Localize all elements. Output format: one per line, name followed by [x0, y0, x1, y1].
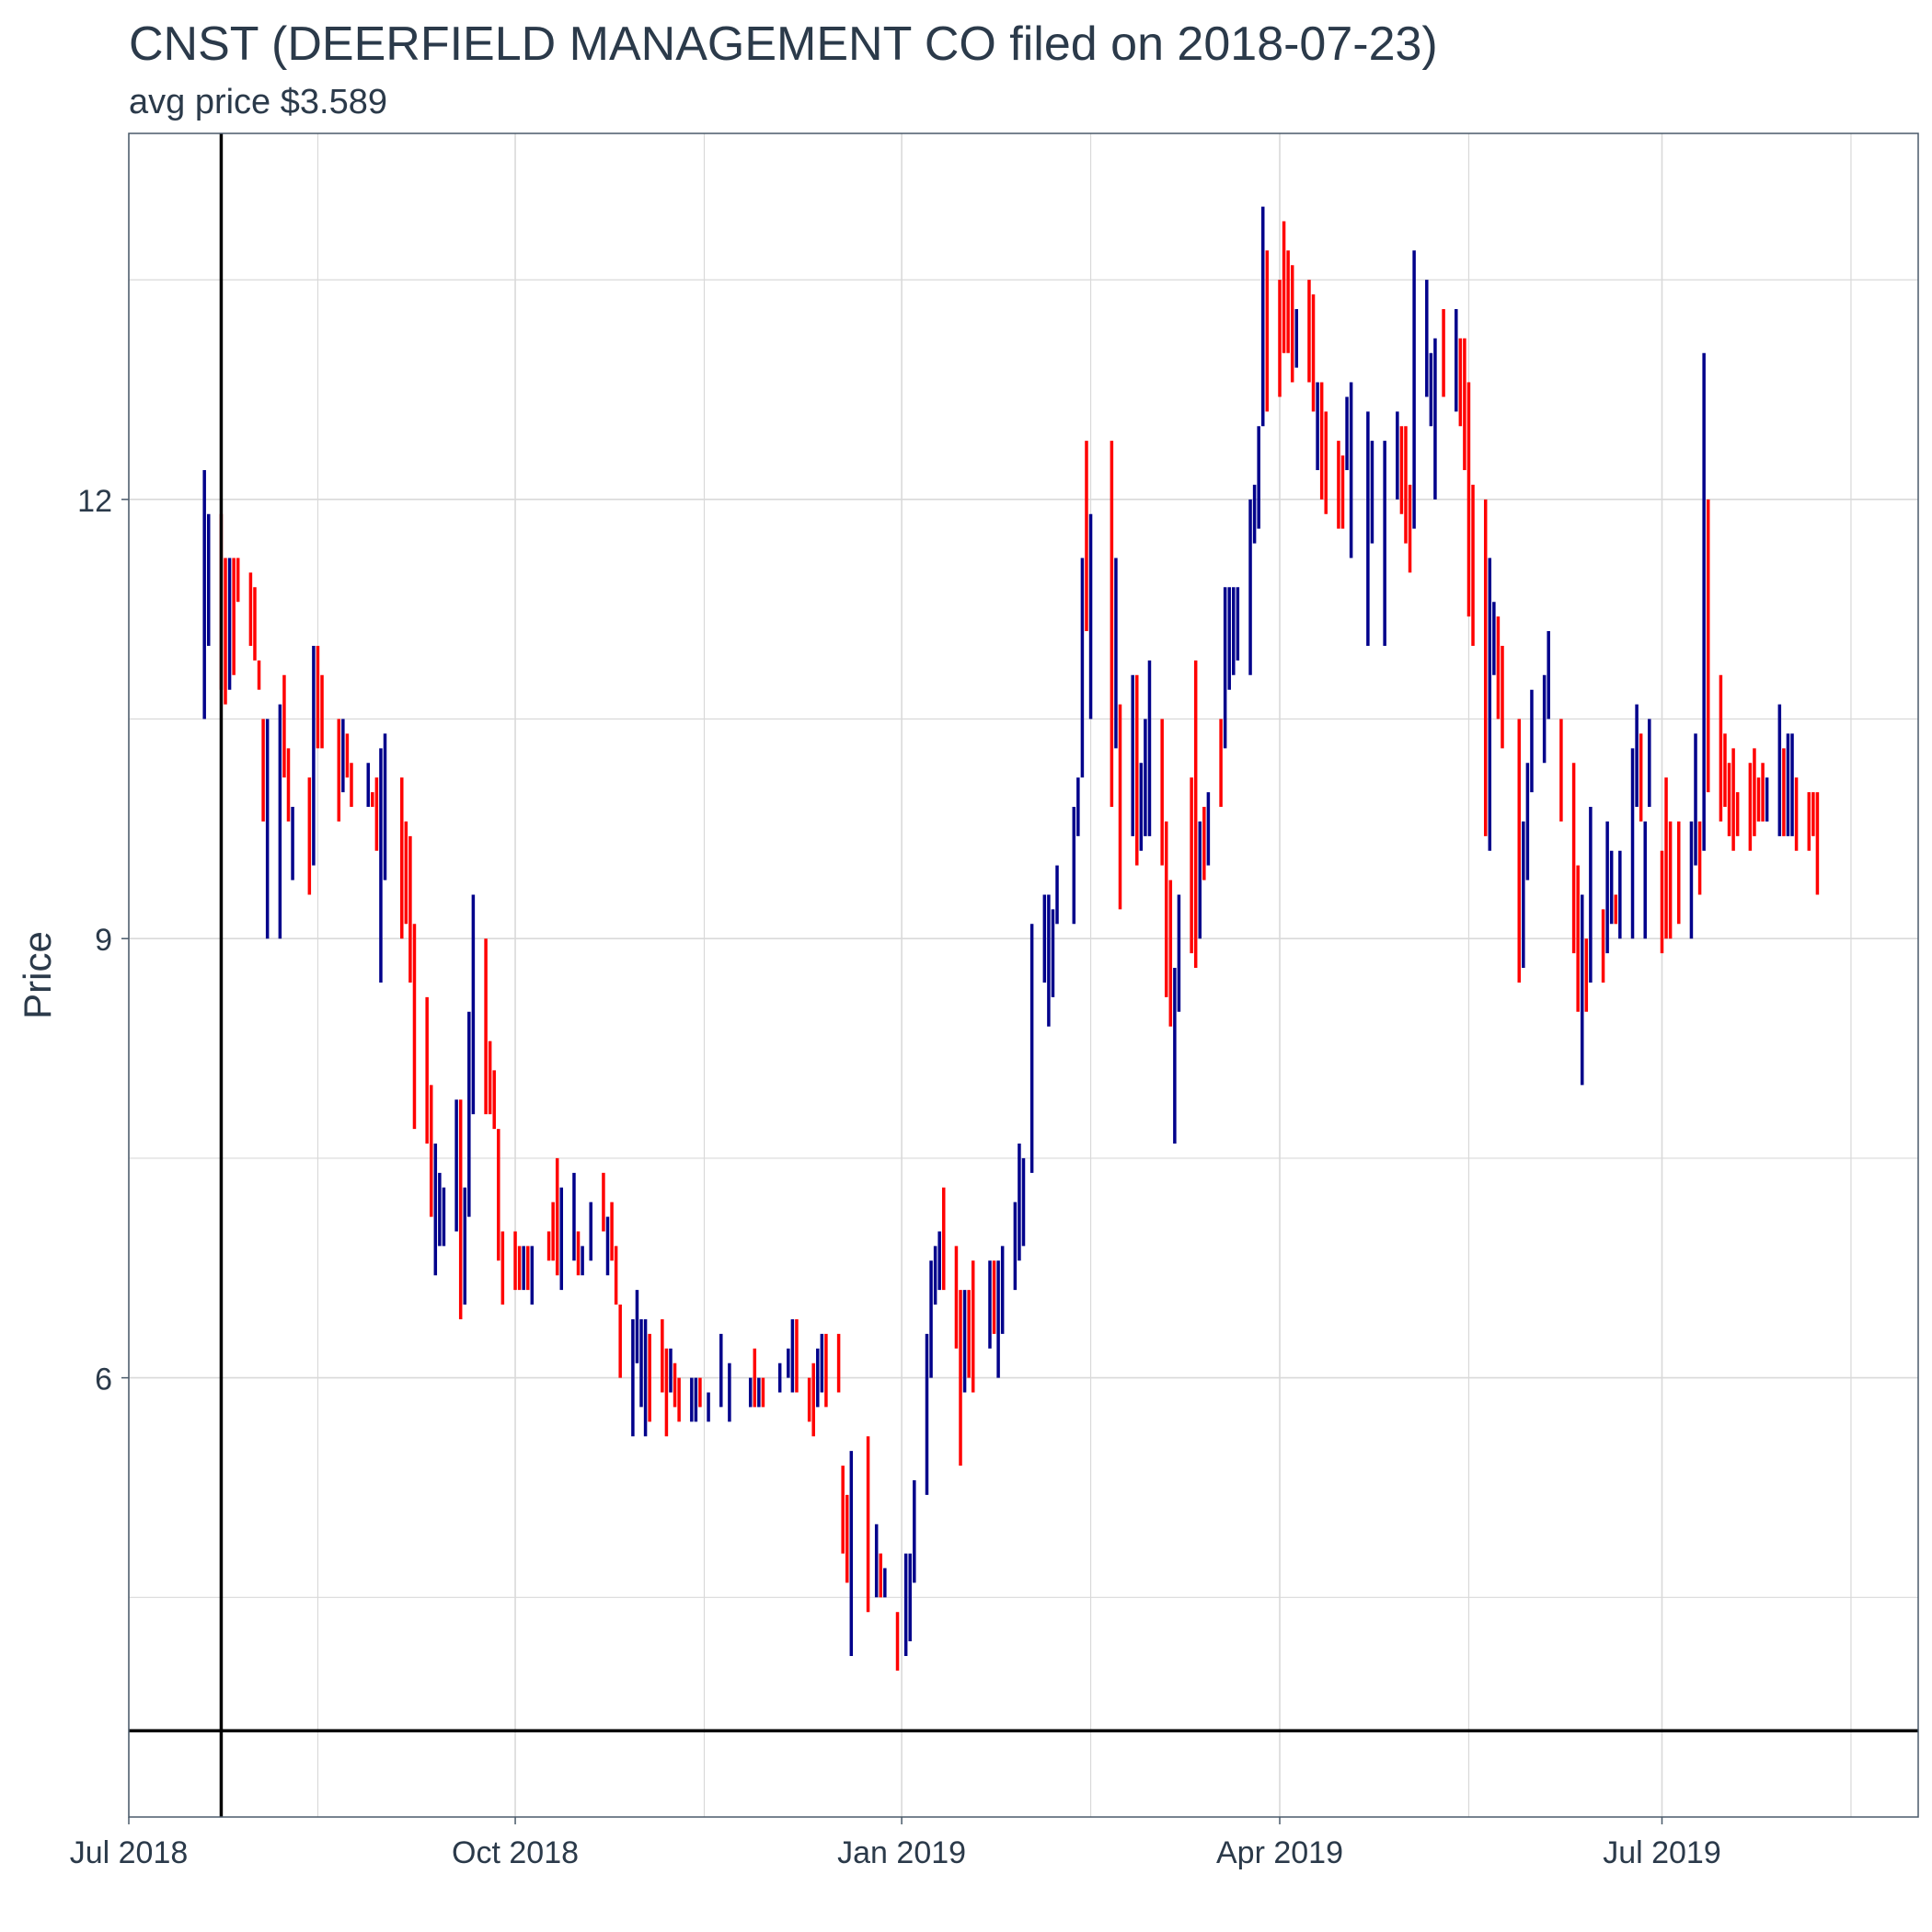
- y-tick-label: 12: [77, 484, 112, 519]
- x-tick-label: Jul 2019: [1603, 1835, 1721, 1870]
- grid-lines: [128, 133, 1918, 1817]
- x-tick-label: Oct 2018: [452, 1835, 579, 1870]
- x-tick-label: Apr 2019: [1216, 1835, 1343, 1870]
- x-tick-label: Jan 2019: [837, 1835, 966, 1870]
- chart-title: CNST (DEERFIELD MANAGEMENT CO filed on 2…: [129, 17, 1438, 71]
- y-tick-label: 6: [95, 1363, 112, 1397]
- y-tick-label: 9: [95, 923, 112, 958]
- x-tick-label: Jul 2018: [70, 1835, 189, 1870]
- chart-subtitle: avg price $3.589: [129, 83, 387, 121]
- panel-border: [128, 132, 1919, 1818]
- y-axis-label: Price: [16, 931, 59, 1019]
- price-bars: [202, 206, 1820, 1671]
- axes: 6 9 12 Jul 2018 Oct 2018 Jan 2019 Apr 2019 Jul …: [70, 484, 1721, 1870]
- reference-lines: [129, 133, 1918, 1817]
